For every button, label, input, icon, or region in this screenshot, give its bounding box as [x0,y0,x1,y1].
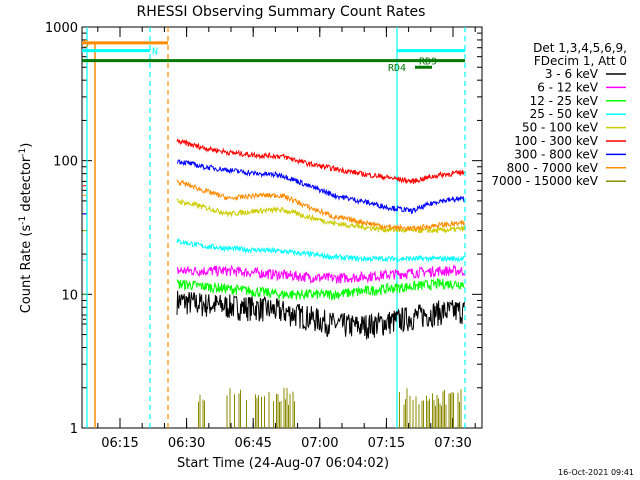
legend-header-2: FDecim 1, Att 0 [534,54,627,68]
legend-header-1: Det 1,3,4,5,6,9, [533,41,627,55]
legend-label-2: 12 - 25 keV [530,94,599,108]
x-tick-label-0: 06:15 [101,436,138,451]
legend: Det 1,3,4,5,6,9, FDecim 1, Att 0 3 - 6 k… [491,41,627,188]
y-axis-label-sup: -1 [18,216,28,225]
series-line-7 [83,179,465,233]
series-line-0 [83,290,465,340]
x-tick-label-1: 06:30 [168,436,205,451]
legend-label-7: 800 - 7000 keV [507,161,599,175]
legend-label-6: 300 - 800 keV [514,147,598,161]
series-line-6 [83,159,465,215]
x-tick-label-4: 07:15 [368,436,405,451]
y-axis: 1 10 100 1000 [45,21,482,437]
flag-label-rd4: RD4 [388,63,406,74]
series-line-1 [83,264,465,295]
series-group [83,138,465,428]
flag-bars: S N RD9 RD4 [82,39,465,74]
x-tick-label-2: 06:45 [234,436,271,451]
y-axis-label: Count Rate (s-1 detector-1) [18,143,34,314]
legend-label-8: 7000 - 15000 keV [491,174,598,188]
y-axis-label-close: ) [19,143,34,148]
chart-title: RHESSI Observing Summary Count Rates [137,4,426,20]
flag-label-n: N [152,47,158,58]
legend-label-0: 3 - 6 keV [545,67,599,81]
series-line-5 [83,138,465,187]
series-line-2 [83,278,465,302]
x-axis: 06:15 06:30 06:45 07:00 07:15 07:30 [97,27,476,451]
legend-label-4: 50 - 100 keV [522,121,599,135]
y-tick-label-1: 10 [61,288,78,303]
x-axis-label: Start Time (24-Aug-07 06:04:02) [177,456,389,471]
y-tick-label-0: 1 [70,422,78,437]
legend-label-1: 6 - 12 keV [537,80,599,94]
series-line-3 [83,238,465,263]
x-tick-label-5: 07:30 [434,436,471,451]
y-axis-label-main: Count Rate (s [19,225,34,314]
legend-label-3: 25 - 50 keV [530,107,599,121]
plot-frame [81,26,483,429]
footer-timestamp: 16-Oct-2021 09:41 [558,468,634,477]
y-axis-label-sup2: -1 [18,148,28,157]
flag-label-rd9: RD9 [419,57,437,68]
y-tick-label-2: 100 [53,155,78,170]
series-line-8 [198,387,462,428]
legend-label-5: 100 - 300 keV [514,134,598,148]
y-tick-label-3: 1000 [45,21,78,36]
y-axis-label-tail: detector [19,156,34,216]
x-tick-label-3: 07:00 [301,436,338,451]
plot-area: 1 10 100 1000 06:15 06:30 06:45 07:00 07:15 07:3… [45,21,483,451]
flag-label-s: S [83,39,89,50]
